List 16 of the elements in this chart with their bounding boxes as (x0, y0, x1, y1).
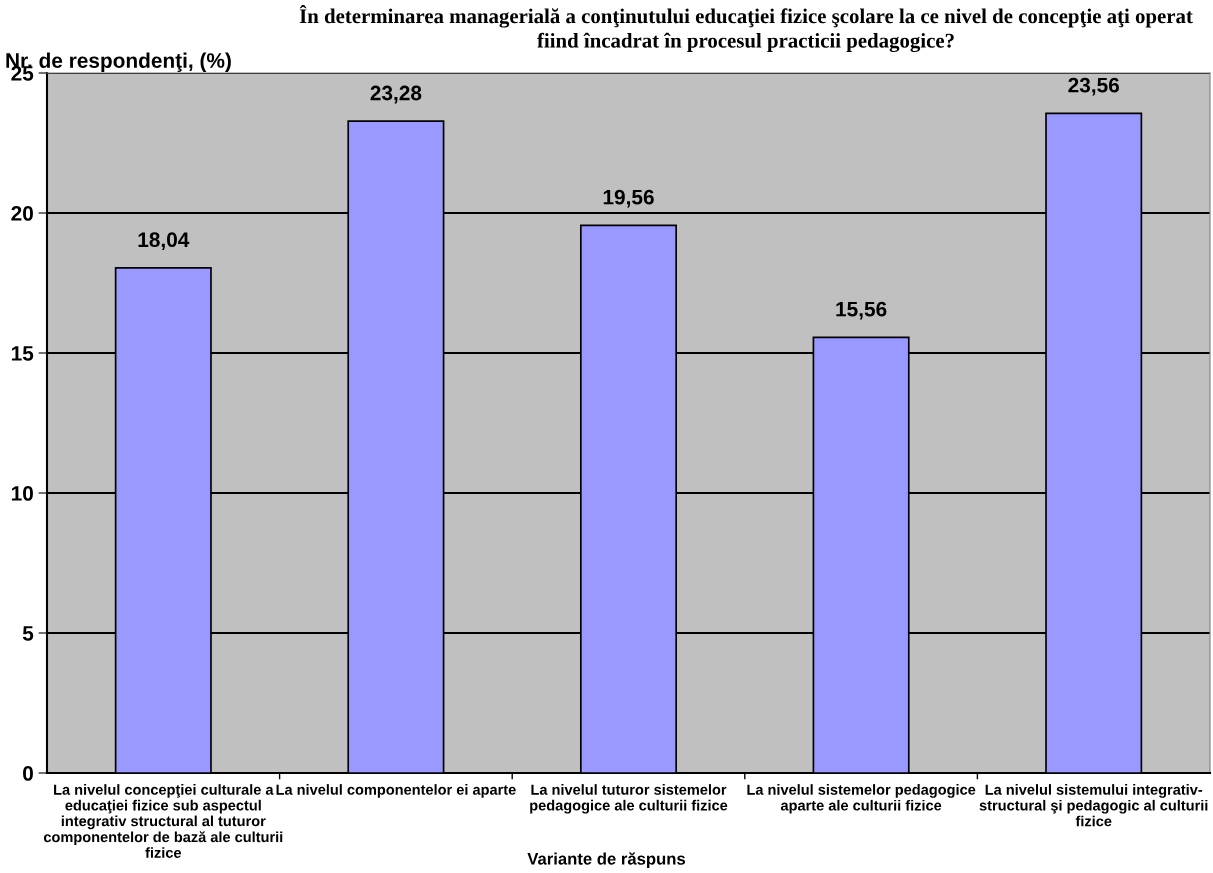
y-tick-label: 10 (11, 486, 33, 501)
y-tick-label: 15 (11, 346, 34, 361)
x-axis-title: Variante de răspuns (527, 852, 686, 868)
y-tick-label: 0 (23, 766, 33, 781)
data-label: 19,56 (603, 189, 654, 208)
data-label: 23,56 (1068, 77, 1120, 96)
data-label: 23,28 (370, 85, 422, 104)
y-tick-label: 5 (22, 626, 34, 641)
y-tick-label: 20 (11, 206, 33, 221)
chart-title: În determinarea managerială a conţinutului educaţiei fizice şcolare la ce nivel de concepţie aţi operat fiind încadrat în procesul practicii pedagogice? (299, 5, 1193, 53)
data-label: 18,04 (138, 232, 190, 251)
data-label: 15,56 (836, 301, 887, 320)
x-tick-label: La nivelul tuturor sistemelor pedagogice ale culturii fizice (530, 784, 728, 814)
x-tick-label: La nivelul sistemelor pedagogice aparte ale culturii fizice (747, 784, 976, 814)
x-tick-label: La nivelul sistemului integrativ- structural şi pedagogic al culturii fizice (979, 784, 1208, 827)
x-tick-label: La nivelul componentelor ei aparte (276, 784, 516, 798)
